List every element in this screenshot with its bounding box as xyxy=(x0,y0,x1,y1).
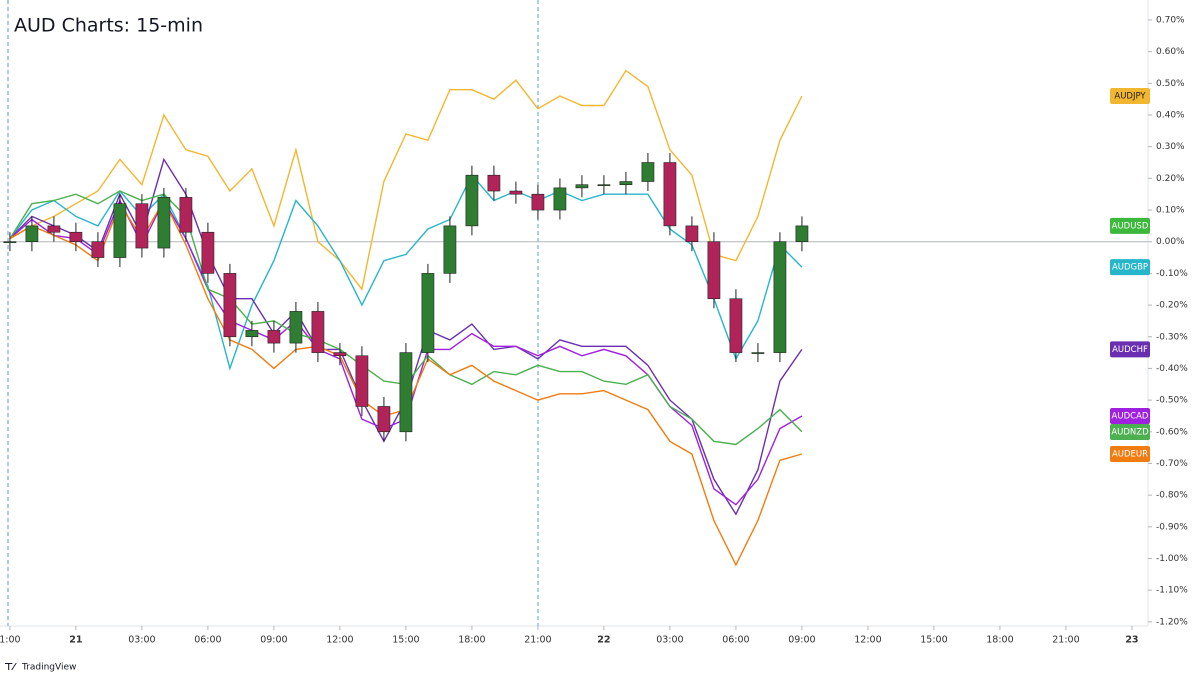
y-tick-label: 0.30% xyxy=(1156,142,1185,152)
x-tick-label: 22 xyxy=(597,635,610,646)
x-tick-label: 15:00 xyxy=(920,635,947,646)
y-tick-label: -0.40% xyxy=(1156,364,1188,374)
y-tick-label: 0.60% xyxy=(1156,47,1185,57)
y-tick-label: 0.10% xyxy=(1156,206,1185,216)
series-line xyxy=(9,173,803,371)
legend-label: AUDEUR xyxy=(1112,449,1148,459)
candle-body xyxy=(729,298,743,353)
candle-body xyxy=(641,162,655,182)
candle-body xyxy=(597,184,611,186)
y-tick-label: -0.30% xyxy=(1156,332,1188,342)
x-tick-label: 18:00 xyxy=(986,635,1013,646)
candle-body xyxy=(333,352,347,357)
candle-body xyxy=(289,311,303,344)
x-tick-label: 21:00 xyxy=(1052,635,1079,646)
legend-swatch xyxy=(1110,87,1150,104)
candle-body xyxy=(69,231,83,243)
candle-body xyxy=(421,273,435,353)
y-tick-label: 0.70% xyxy=(1156,15,1185,25)
y-tick-label: -0.60% xyxy=(1156,427,1188,437)
x-tick-label: 12:00 xyxy=(326,635,353,646)
candle-body xyxy=(399,352,413,433)
brand-logo: ⊤⁄ xyxy=(4,662,17,673)
x-tick-label: 23 xyxy=(1125,635,1138,646)
candle-body xyxy=(3,241,17,244)
candle-body xyxy=(553,187,567,211)
legend-label: AUDCHF xyxy=(1112,345,1148,355)
candle-body xyxy=(663,162,677,227)
y-tick-label: 0.20% xyxy=(1156,174,1185,184)
legend-label: AUDJPY xyxy=(1114,91,1146,101)
legend-label: AUDGBP xyxy=(1112,263,1148,273)
candle-body xyxy=(25,225,39,243)
candle-body xyxy=(179,197,193,233)
candle-body xyxy=(267,330,281,344)
candle-body xyxy=(531,193,545,211)
candle-body xyxy=(619,181,633,185)
x-tick-label: 12:00 xyxy=(854,635,881,646)
candle-body xyxy=(509,190,523,195)
x-tick-label: 06:00 xyxy=(194,635,221,646)
candle-body xyxy=(773,241,787,353)
x-tick-label: 09:00 xyxy=(260,635,287,646)
y-tick-label: -0.70% xyxy=(1156,459,1188,469)
x-tick-label: 18:00 xyxy=(458,635,485,646)
candle-body xyxy=(685,225,699,243)
candle-body xyxy=(575,184,589,189)
x-tick-label: 06:00 xyxy=(722,635,749,646)
candle-body xyxy=(355,355,369,407)
candle-body xyxy=(201,231,215,274)
x-tick-label: 1:00 xyxy=(0,635,21,646)
brand: TradingView xyxy=(21,663,76,673)
x-tick-label: 03:00 xyxy=(128,635,155,646)
legend-swatch xyxy=(1110,423,1150,440)
series-line xyxy=(9,69,803,291)
x-tick-label: 03:00 xyxy=(656,635,683,646)
legend-swatch xyxy=(1110,445,1150,462)
legend-swatch xyxy=(1110,407,1150,424)
legend-swatch xyxy=(1110,259,1150,276)
y-tick-label: -0.80% xyxy=(1156,491,1188,501)
y-tick-label: 0.50% xyxy=(1156,79,1185,89)
candle-body xyxy=(245,330,259,338)
x-tick-label: 15:00 xyxy=(392,635,419,646)
candle-body xyxy=(223,273,237,338)
candle-body xyxy=(377,406,391,433)
candle-body xyxy=(487,174,501,192)
candle-body xyxy=(113,203,127,258)
y-tick-label: 0.00% xyxy=(1156,237,1185,247)
chart-title: AUD Charts: 15-min xyxy=(14,15,203,37)
x-tick-label: 09:00 xyxy=(788,635,815,646)
candle-body xyxy=(795,225,809,243)
y-tick-label: 0.40% xyxy=(1156,110,1185,120)
candle-body xyxy=(135,203,149,249)
legend-label: AUDCAD xyxy=(1112,411,1149,421)
y-tick-label: -1.10% xyxy=(1156,586,1188,596)
y-tick-label: -1.00% xyxy=(1156,554,1188,564)
candle-body xyxy=(311,311,325,353)
candle-body xyxy=(443,225,457,274)
y-tick-label: -0.50% xyxy=(1156,396,1188,406)
legend-swatch xyxy=(1110,217,1150,234)
candle-body xyxy=(157,197,171,249)
legend-label: AUDUSD xyxy=(1112,221,1149,231)
legend-label: AUDNZD xyxy=(1111,427,1149,437)
y-tick-label: -1.20% xyxy=(1156,617,1188,627)
legend-swatch xyxy=(1110,341,1150,358)
candle-body xyxy=(465,174,479,227)
y-tick-label: -0.10% xyxy=(1156,269,1188,279)
candle-body xyxy=(91,241,105,258)
x-tick-label: 21:00 xyxy=(524,635,551,646)
candle-body xyxy=(707,241,721,300)
x-tick-label: 21 xyxy=(69,635,82,646)
series-line xyxy=(9,157,803,516)
candle-body xyxy=(751,352,765,354)
candle-body xyxy=(47,225,61,233)
y-tick-label: -0.90% xyxy=(1156,522,1188,532)
y-tick-label: -0.20% xyxy=(1156,301,1188,311)
